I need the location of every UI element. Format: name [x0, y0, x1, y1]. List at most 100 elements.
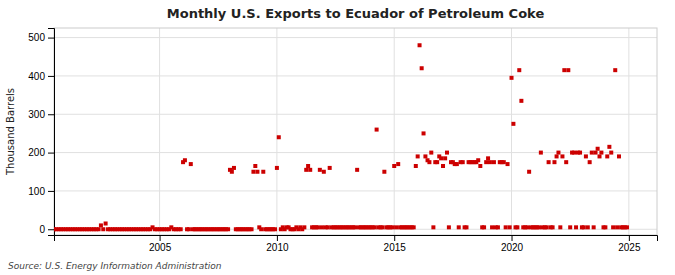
point — [558, 225, 562, 229]
point — [275, 166, 279, 170]
point — [253, 164, 257, 168]
tick-label: 500 — [28, 32, 45, 43]
point — [482, 225, 486, 229]
tick-mark — [629, 235, 630, 241]
grid-line — [276, 28, 277, 235]
point — [625, 225, 629, 229]
tick: 2025 — [618, 235, 641, 253]
point — [261, 170, 265, 174]
point — [322, 170, 326, 174]
point — [447, 225, 451, 229]
tick-label: 2010 — [266, 242, 289, 253]
grid-line — [159, 28, 160, 235]
title: Monthly U.S. Exports to Ecuador of Petro… — [167, 6, 545, 21]
tick-mark — [48, 153, 54, 154]
points — [54, 43, 629, 231]
tick: 500 — [28, 32, 54, 43]
tick-mark — [512, 235, 513, 241]
tick-label: 2005 — [149, 242, 172, 253]
tick-label: 0 — [39, 224, 45, 235]
point — [562, 68, 566, 72]
point — [259, 227, 263, 231]
point — [187, 227, 191, 231]
tick-mark — [48, 229, 54, 230]
point — [599, 151, 603, 155]
point — [306, 164, 310, 168]
tick: 2005 — [149, 235, 172, 253]
grid-line — [54, 190, 657, 191]
point — [504, 225, 508, 229]
point — [443, 156, 447, 160]
point — [302, 225, 306, 229]
point — [464, 225, 468, 229]
point — [547, 160, 551, 164]
point — [423, 154, 427, 158]
point — [552, 160, 556, 164]
tick-label: 100 — [28, 186, 45, 197]
tick-label: 200 — [28, 147, 45, 158]
point — [273, 227, 277, 231]
point — [551, 225, 555, 229]
point — [189, 162, 193, 166]
tick: 0 — [39, 224, 54, 235]
point — [255, 170, 259, 174]
point — [104, 222, 108, 226]
point — [508, 225, 512, 229]
grid-line — [511, 28, 512, 235]
point — [590, 151, 594, 155]
point — [396, 162, 400, 166]
point — [320, 225, 324, 229]
axis-line — [48, 29, 55, 236]
tick: 2010 — [266, 235, 289, 253]
grid-line — [54, 37, 657, 38]
point — [230, 170, 234, 174]
point — [555, 154, 559, 158]
point — [373, 225, 377, 229]
point — [588, 160, 592, 164]
axis-line — [55, 236, 658, 242]
point — [375, 128, 379, 132]
point — [510, 76, 514, 80]
point — [607, 145, 611, 149]
tick-label: 2015 — [384, 242, 407, 253]
point — [326, 225, 330, 229]
point — [492, 160, 496, 164]
point — [568, 225, 572, 229]
point — [476, 158, 480, 162]
grid-line — [54, 152, 657, 153]
point — [414, 164, 418, 168]
tick-label: 2025 — [618, 242, 641, 253]
point — [564, 160, 568, 164]
point — [183, 158, 187, 162]
point — [566, 68, 570, 72]
point — [429, 151, 433, 155]
point — [431, 225, 435, 229]
point — [517, 68, 521, 72]
point — [461, 160, 465, 164]
point — [527, 170, 531, 174]
point — [615, 225, 619, 229]
x-axis: 2005 2010 2015 2020 2025 — [55, 235, 658, 253]
point — [584, 154, 588, 158]
point — [611, 225, 615, 229]
point — [502, 160, 506, 164]
point — [613, 68, 617, 72]
chart: 2005 2010 2015 2020 2025 0 100 200 300 400 500 Mont… — [0, 0, 675, 275]
tick-mark — [48, 191, 54, 192]
grid-line — [394, 28, 395, 235]
tick: 400 — [28, 71, 54, 82]
point — [97, 227, 101, 231]
source: Source: U.S. Energy Information Administ… — [8, 261, 222, 271]
point — [441, 164, 445, 168]
point — [412, 225, 416, 229]
tick-mark — [48, 76, 54, 77]
tick-label: 300 — [28, 109, 45, 120]
point — [435, 160, 439, 164]
point — [251, 170, 255, 174]
point — [179, 227, 183, 231]
tick: 300 — [28, 109, 54, 120]
grid-line — [628, 28, 629, 235]
tick-label: 2020 — [501, 242, 524, 253]
point — [355, 168, 359, 172]
point — [420, 66, 424, 70]
